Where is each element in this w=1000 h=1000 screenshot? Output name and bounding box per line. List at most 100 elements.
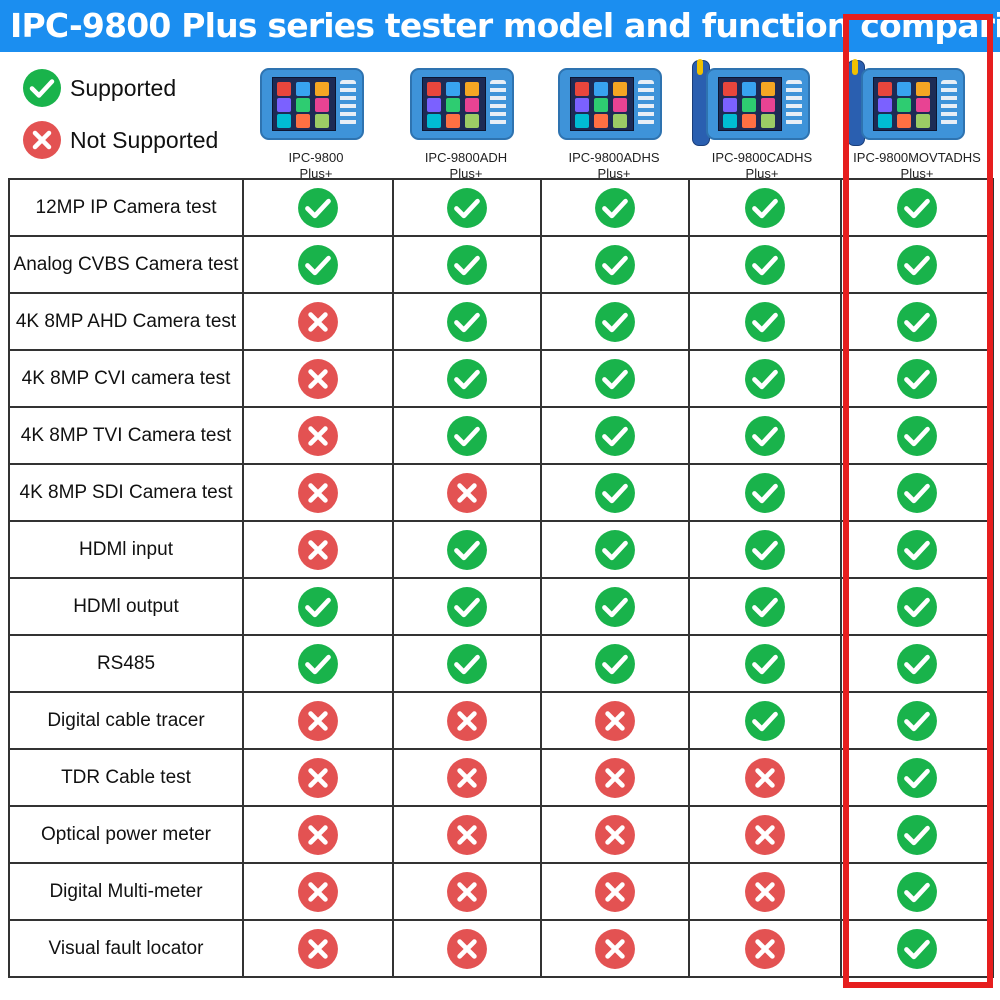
check-circle-icon — [594, 529, 636, 571]
product-model-name: IPC-9800ADHS — [568, 150, 660, 165]
support-cell — [242, 463, 394, 522]
check-circle-icon — [896, 871, 938, 913]
legend-not-supported-label: Not Supported — [70, 127, 219, 153]
support-cell — [840, 406, 994, 465]
check-circle-icon — [22, 68, 62, 108]
support-cell — [242, 178, 394, 237]
support-cell — [540, 520, 690, 579]
feature-label: Digital Multi-meter — [8, 862, 244, 921]
tester-device-image — [843, 58, 991, 148]
check-circle-icon — [744, 187, 786, 229]
x-circle-icon — [297, 757, 339, 799]
tester-device-image — [392, 58, 540, 148]
check-circle-icon — [744, 472, 786, 514]
table-row: 12MP IP Camera test — [8, 178, 994, 237]
support-cell — [392, 349, 542, 408]
check-circle-icon — [744, 301, 786, 343]
support-cell — [540, 577, 690, 636]
feature-label: Analog CVBS Camera test — [8, 235, 244, 294]
x-circle-icon — [594, 871, 636, 913]
check-circle-icon — [896, 757, 938, 799]
product-model-suffix: Plus+ — [449, 166, 483, 181]
product-4: IPC-9800CADHS Plus+ — [688, 58, 836, 182]
check-circle-icon — [594, 301, 636, 343]
support-cell — [688, 577, 842, 636]
table-row: 4K 8MP TVI Camera test — [8, 406, 994, 465]
table-row: TDR Cable test — [8, 748, 994, 807]
support-cell — [242, 634, 394, 693]
table-row: Optical power meter — [8, 805, 994, 864]
support-cell — [242, 691, 394, 750]
support-cell — [840, 178, 994, 237]
legend-supported-label: Supported — [70, 75, 177, 101]
table-row: Visual fault locator — [8, 919, 994, 978]
tablet-icon — [410, 68, 514, 140]
support-cell — [392, 634, 542, 693]
x-circle-icon — [446, 700, 488, 742]
support-cell — [392, 406, 542, 465]
product-model-name: IPC-9800 — [288, 150, 344, 165]
support-cell — [688, 862, 842, 921]
tester-device-image — [242, 58, 390, 148]
check-circle-icon — [744, 586, 786, 628]
support-cell — [242, 520, 394, 579]
support-cell — [540, 634, 690, 693]
check-circle-icon — [896, 814, 938, 856]
check-circle-icon — [744, 700, 786, 742]
support-cell — [540, 349, 690, 408]
support-cell — [688, 691, 842, 750]
x-circle-icon — [297, 700, 339, 742]
x-circle-icon — [594, 814, 636, 856]
x-circle-icon — [446, 814, 488, 856]
product-2: IPC-9800ADH Plus+ — [392, 58, 540, 182]
support-cell — [242, 805, 394, 864]
feature-label: Visual fault locator — [8, 919, 244, 978]
feature-label: Digital cable tracer — [8, 691, 244, 750]
support-cell — [540, 463, 690, 522]
x-circle-icon — [744, 757, 786, 799]
check-circle-icon — [896, 301, 938, 343]
support-cell — [688, 406, 842, 465]
product-model-suffix: Plus+ — [299, 166, 333, 181]
support-cell — [688, 748, 842, 807]
page-title: IPC-9800 Plus series tester model and fu… — [10, 6, 1000, 45]
tester-device-image — [688, 58, 836, 148]
x-circle-icon — [297, 529, 339, 571]
x-circle-icon — [297, 814, 339, 856]
check-circle-icon — [446, 529, 488, 571]
highlight-frame — [843, 14, 993, 988]
table-row: 4K 8MP SDI Camera test — [8, 463, 994, 522]
support-cell — [688, 463, 842, 522]
x-circle-icon — [297, 358, 339, 400]
support-cell — [840, 634, 994, 693]
check-circle-icon — [297, 187, 339, 229]
check-circle-icon — [297, 244, 339, 286]
check-circle-icon — [297, 643, 339, 685]
x-circle-icon — [744, 814, 786, 856]
support-cell — [392, 235, 542, 294]
title-banner: IPC-9800 Plus series tester model and fu… — [0, 0, 1000, 52]
support-cell — [840, 463, 994, 522]
tester-device-image — [540, 58, 688, 148]
check-circle-icon — [896, 244, 938, 286]
check-circle-icon — [594, 586, 636, 628]
support-cell — [392, 748, 542, 807]
check-circle-icon — [594, 244, 636, 286]
x-circle-icon — [297, 928, 339, 970]
product-model-suffix: Plus+ — [900, 166, 934, 181]
x-circle-icon — [446, 757, 488, 799]
support-cell — [688, 634, 842, 693]
check-circle-icon — [744, 529, 786, 571]
feature-label: 4K 8MP AHD Camera test — [8, 292, 244, 351]
feature-label: 4K 8MP TVI Camera test — [8, 406, 244, 465]
feature-label: RS485 — [8, 634, 244, 693]
check-circle-icon — [896, 187, 938, 229]
support-cell — [540, 406, 690, 465]
support-cell — [392, 919, 542, 978]
support-cell — [840, 805, 994, 864]
support-cell — [688, 235, 842, 294]
support-cell — [540, 691, 690, 750]
table-row: Digital Multi-meter — [8, 862, 994, 921]
check-circle-icon — [896, 643, 938, 685]
support-cell — [392, 292, 542, 351]
